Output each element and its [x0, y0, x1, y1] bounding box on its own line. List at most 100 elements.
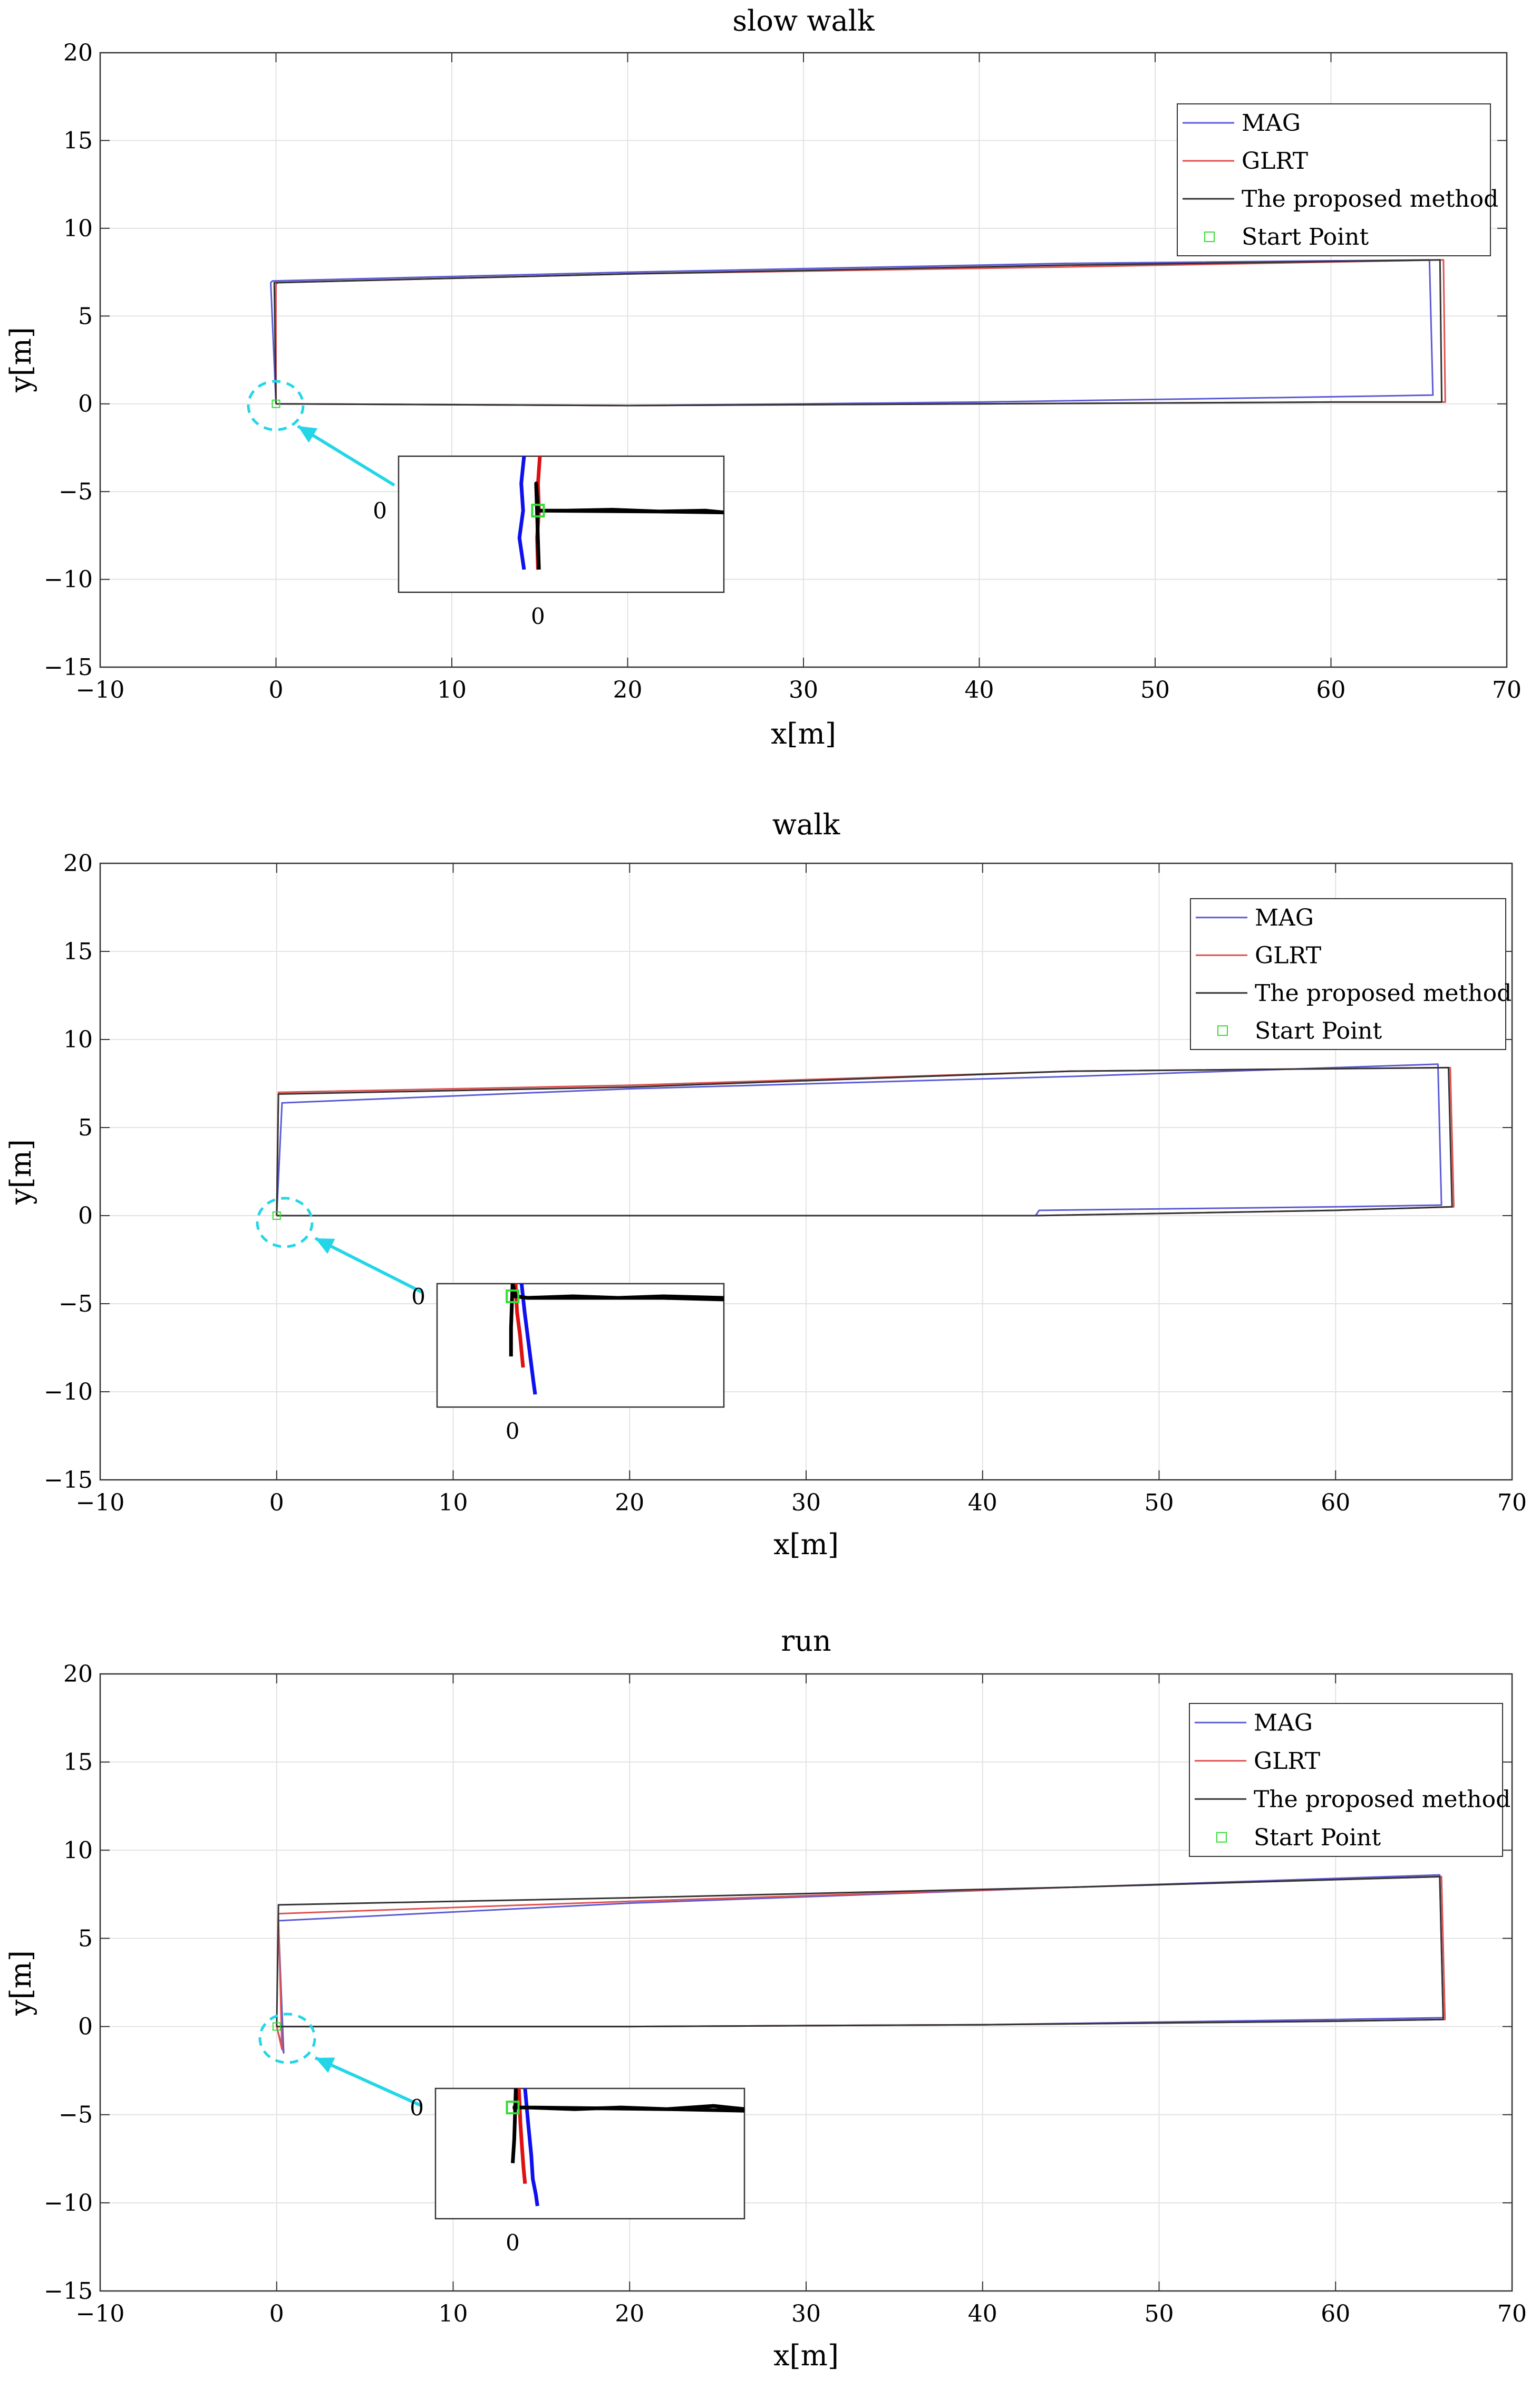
- y-axis-label: y[m]: [4, 327, 37, 393]
- legend-label: The proposed method: [1255, 980, 1512, 1007]
- x-tick-label: 20: [615, 1489, 644, 1516]
- y-tick-label: 20: [63, 1661, 93, 1688]
- y-tick-label: −10: [44, 2190, 93, 2217]
- y-tick-label: 20: [63, 850, 93, 877]
- zoom-circle: [256, 1197, 314, 1248]
- x-tick-label: 0: [269, 2300, 284, 2327]
- legend-label: Start Point: [1255, 1017, 1382, 1044]
- chart-panel-2: −10 0 10 20 30 40 50 60 70−15−10−505101520walkx[…: [4, 808, 1527, 1561]
- y-tick-label: 0: [78, 391, 93, 418]
- inset-frame: [398, 455, 725, 593]
- x-tick-label: 70: [1497, 2300, 1527, 2327]
- x-tick-label: 60: [1321, 2300, 1350, 2327]
- legend-label: Start Point: [1242, 224, 1369, 251]
- zoom-inset: 00: [373, 455, 725, 629]
- y-tick-label: 15: [63, 938, 93, 965]
- y-tick-label: −5: [59, 2102, 93, 2129]
- start-point-marker: [272, 1211, 281, 1220]
- y-tick-label: 10: [63, 215, 93, 242]
- legend-label: The proposed method: [1242, 186, 1498, 213]
- x-tick-label: −10: [76, 1489, 125, 1516]
- legend-label: GLRT: [1255, 942, 1321, 969]
- inset-y-tick-label: 0: [373, 498, 387, 524]
- y-tick-label: −15: [44, 2278, 93, 2305]
- legend-label: MAG: [1255, 904, 1314, 931]
- legend-box: [1189, 1703, 1503, 1857]
- inset-x-tick-label: 0: [506, 2230, 520, 2256]
- legend-swatch: [1217, 1025, 1228, 1036]
- x-tick-label: 20: [613, 677, 643, 704]
- zoom-circle: [247, 380, 305, 431]
- series-line-the-proposed-method: [273, 259, 1443, 407]
- inset-line-mag: [523, 2088, 539, 2207]
- x-axis-label: x[m]: [773, 1528, 839, 1561]
- start-point-marker: [272, 2022, 281, 2031]
- x-tick-label: 50: [1140, 677, 1170, 704]
- x-tick-label: 10: [437, 677, 467, 704]
- y-tick-label: 15: [63, 127, 93, 154]
- zoom-inset: 00: [410, 2087, 745, 2256]
- legend-label: MAG: [1254, 1709, 1313, 1736]
- x-tick-label: 60: [1316, 677, 1346, 704]
- inset-x-tick-label: 0: [531, 603, 545, 629]
- inset-start-point-marker: [506, 2101, 520, 2115]
- y-tick-label: −15: [44, 1467, 93, 1494]
- zoom-arrow-head: [298, 426, 318, 443]
- legend-box: [1190, 898, 1506, 1050]
- x-tick-label: −10: [76, 2300, 125, 2327]
- legend-label: GLRT: [1242, 148, 1308, 175]
- y-tick-label: 0: [78, 2014, 93, 2040]
- x-tick-label: 0: [269, 677, 284, 704]
- inset-y-tick-label: 0: [411, 1284, 425, 1309]
- x-tick-label: 30: [791, 1489, 821, 1516]
- inset-line-mag: [517, 456, 526, 570]
- x-tick-label: −10: [76, 677, 125, 704]
- y-tick-label: −10: [44, 1379, 93, 1405]
- x-tick-label: 0: [269, 1489, 284, 1516]
- series-line-the-proposed-method: [276, 1066, 1453, 1217]
- y-tick-label: 5: [78, 1925, 93, 1952]
- legend-label: MAG: [1242, 110, 1301, 137]
- y-tick-label: 0: [78, 1202, 93, 1229]
- x-tick-label: 70: [1492, 677, 1522, 704]
- inset-line-mag: [519, 1284, 537, 1395]
- y-axis-label: y[m]: [4, 1950, 37, 2016]
- chart-panel-3: −10 0 10 20 30 40 50 60 70−15−10−505101520runx[m…: [4, 1624, 1527, 2372]
- chart-title: slow walk: [732, 4, 875, 37]
- inset-x-tick-label: 0: [506, 1418, 520, 1444]
- zoom-arrow-head: [315, 1238, 335, 1254]
- zoom-circle: [258, 2013, 316, 2064]
- y-tick-label: 5: [78, 303, 93, 330]
- x-tick-label: 10: [439, 2300, 468, 2327]
- y-tick-label: −10: [44, 566, 93, 593]
- zoom-arrow: [314, 1237, 423, 1294]
- x-tick-label: 40: [965, 677, 994, 704]
- y-tick-label: −5: [59, 1291, 93, 1317]
- y-axis-label: y[m]: [4, 1139, 37, 1205]
- zoom-arrow: [314, 2056, 423, 2107]
- inset-frame: [436, 1283, 725, 1408]
- x-axis-label: x[m]: [771, 717, 836, 750]
- zoom-arrow: [297, 425, 395, 487]
- series-line-the-proposed-method: [276, 1875, 1444, 2028]
- x-tick-label: 30: [789, 677, 818, 704]
- y-tick-label: 15: [63, 1749, 93, 1776]
- inset-start-point-marker: [531, 504, 545, 518]
- x-tick-label: 20: [615, 2300, 644, 2327]
- legend-swatch: [1216, 1832, 1227, 1843]
- x-tick-label: 40: [968, 2300, 997, 2327]
- y-tick-label: 20: [63, 40, 93, 66]
- x-tick-label: 10: [439, 1489, 468, 1516]
- inset-line-glrt: [517, 2088, 527, 2184]
- chart-title: walk: [772, 808, 841, 841]
- inset-start-point-marker: [506, 1289, 520, 1303]
- legend-label: The proposed method: [1254, 1786, 1510, 1813]
- zoom-arrow-head: [315, 2057, 335, 2073]
- chart-title: run: [781, 1624, 831, 1658]
- y-tick-label: −15: [44, 654, 93, 681]
- legend-label: GLRT: [1254, 1748, 1320, 1775]
- y-tick-label: 10: [63, 1026, 93, 1053]
- inset-line-the-proposed-method: [534, 482, 724, 570]
- y-tick-label: −5: [59, 478, 93, 505]
